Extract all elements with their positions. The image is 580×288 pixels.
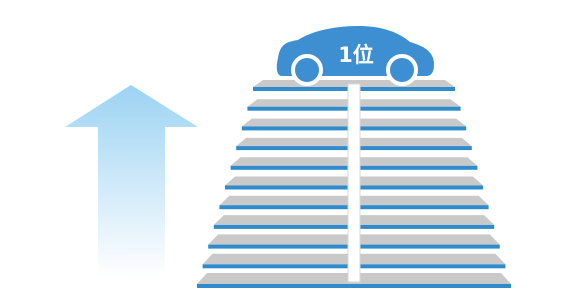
car: 1位 (277, 26, 434, 84)
wheel (388, 56, 416, 84)
up-arrow (65, 85, 198, 278)
step-edge (197, 284, 511, 288)
wheel (293, 56, 321, 84)
illustration: 1位 (0, 0, 580, 288)
pole (348, 84, 360, 282)
rank-label: 1位 (338, 43, 374, 67)
